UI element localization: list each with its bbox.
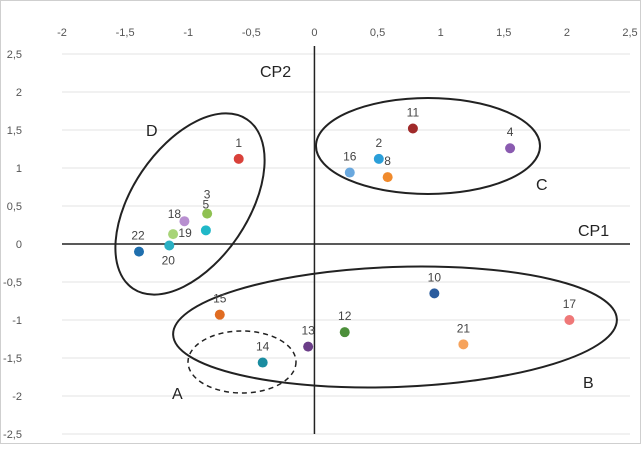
y-tick-label: -2 bbox=[12, 391, 22, 403]
axes bbox=[62, 46, 630, 434]
x-tick-label: -0,5 bbox=[242, 27, 261, 39]
data-point-13 bbox=[303, 341, 314, 352]
y-tick-label: 0,5 bbox=[7, 201, 22, 213]
group-labels: D C B A bbox=[146, 123, 594, 403]
data-point-label: 5 bbox=[203, 197, 210, 211]
data-point-label: 2 bbox=[375, 136, 382, 150]
x-tick-label: 2,5 bbox=[622, 27, 637, 39]
group-label-d: D bbox=[146, 123, 158, 140]
data-point-label: 3 bbox=[204, 188, 211, 202]
data-points bbox=[133, 123, 575, 368]
data-point-22 bbox=[133, 246, 144, 257]
data-point-15 bbox=[214, 309, 225, 320]
y-tick-label: -1,5 bbox=[3, 353, 22, 365]
data-point-10 bbox=[429, 288, 440, 299]
y-tick-label: 2,5 bbox=[7, 49, 22, 61]
data-point-label: 17 bbox=[563, 297, 577, 311]
data-point-label: 18 bbox=[168, 207, 182, 221]
data-point-19 bbox=[168, 229, 179, 240]
data-point-2 bbox=[373, 153, 384, 164]
x-tick-label: -2 bbox=[57, 27, 67, 39]
x-tick-label: 1 bbox=[438, 27, 444, 39]
data-point-14 bbox=[257, 357, 268, 368]
data-point-4 bbox=[505, 143, 516, 154]
cluster-d-ellipse bbox=[114, 112, 266, 296]
y-tick-label: -0,5 bbox=[3, 277, 22, 289]
x-axis-label: CP1 bbox=[578, 223, 609, 240]
data-point-label: 4 bbox=[507, 125, 514, 139]
y-tick-label: 2 bbox=[16, 87, 22, 99]
x-tick-labels: -2 -1,5 -1 -0,5 0 0,5 1 1,5 2 2,5 bbox=[57, 27, 638, 39]
data-point-label: 13 bbox=[301, 324, 315, 338]
data-point-20 bbox=[164, 240, 175, 251]
group-label-b: B bbox=[583, 375, 594, 392]
data-point-label: 21 bbox=[457, 321, 471, 335]
x-tick-label: 0 bbox=[311, 27, 317, 39]
cluster-a-ellipse bbox=[187, 330, 297, 394]
y-tick-label: -2,5 bbox=[3, 429, 22, 441]
cluster-c-ellipse bbox=[315, 97, 541, 195]
data-point-8 bbox=[382, 172, 393, 183]
y-tick-labels: 2,5 2 1,5 1 0,5 0 -0,5 -1 -1,5 -2 -2,5 bbox=[3, 49, 22, 441]
data-point-17 bbox=[564, 315, 575, 325]
data-point-11 bbox=[407, 123, 418, 134]
y-axis-label: CP2 bbox=[260, 64, 291, 81]
data-point-21 bbox=[458, 339, 469, 350]
x-tick-label: -1 bbox=[183, 27, 193, 39]
group-label-a: A bbox=[172, 386, 183, 403]
data-point-18 bbox=[179, 216, 190, 227]
x-tick-label: 1,5 bbox=[496, 27, 511, 39]
data-point-label: 20 bbox=[162, 254, 176, 268]
y-tick-label: -1 bbox=[12, 315, 22, 327]
data-point-16 bbox=[344, 167, 355, 178]
data-point-label: 16 bbox=[343, 150, 357, 164]
data-point-label: 8 bbox=[384, 154, 391, 168]
data-point-label: 1 bbox=[235, 136, 242, 150]
data-point-label: 22 bbox=[131, 229, 145, 243]
y-tick-label: 1,5 bbox=[7, 125, 22, 137]
data-point-label: 10 bbox=[428, 270, 442, 284]
group-label-c: C bbox=[536, 177, 548, 194]
x-tick-label: 0,5 bbox=[370, 27, 385, 39]
data-point-label: 11 bbox=[407, 105, 420, 119]
y-tick-label: 1 bbox=[16, 163, 22, 175]
data-point-label: 14 bbox=[256, 340, 270, 354]
data-point-3 bbox=[202, 208, 213, 219]
cluster-b-ellipse bbox=[172, 265, 618, 389]
y-tick-label: 0 bbox=[16, 239, 22, 251]
data-point-5 bbox=[200, 225, 211, 236]
data-point-12 bbox=[339, 327, 350, 338]
data-point-label: 19 bbox=[178, 226, 192, 240]
x-tick-label: -1,5 bbox=[116, 27, 135, 39]
data-point-1 bbox=[233, 153, 244, 164]
x-tick-label: 2 bbox=[564, 27, 570, 39]
data-point-label: 12 bbox=[338, 309, 352, 323]
cluster-ellipses bbox=[114, 97, 618, 394]
data-point-label: 15 bbox=[213, 292, 227, 306]
